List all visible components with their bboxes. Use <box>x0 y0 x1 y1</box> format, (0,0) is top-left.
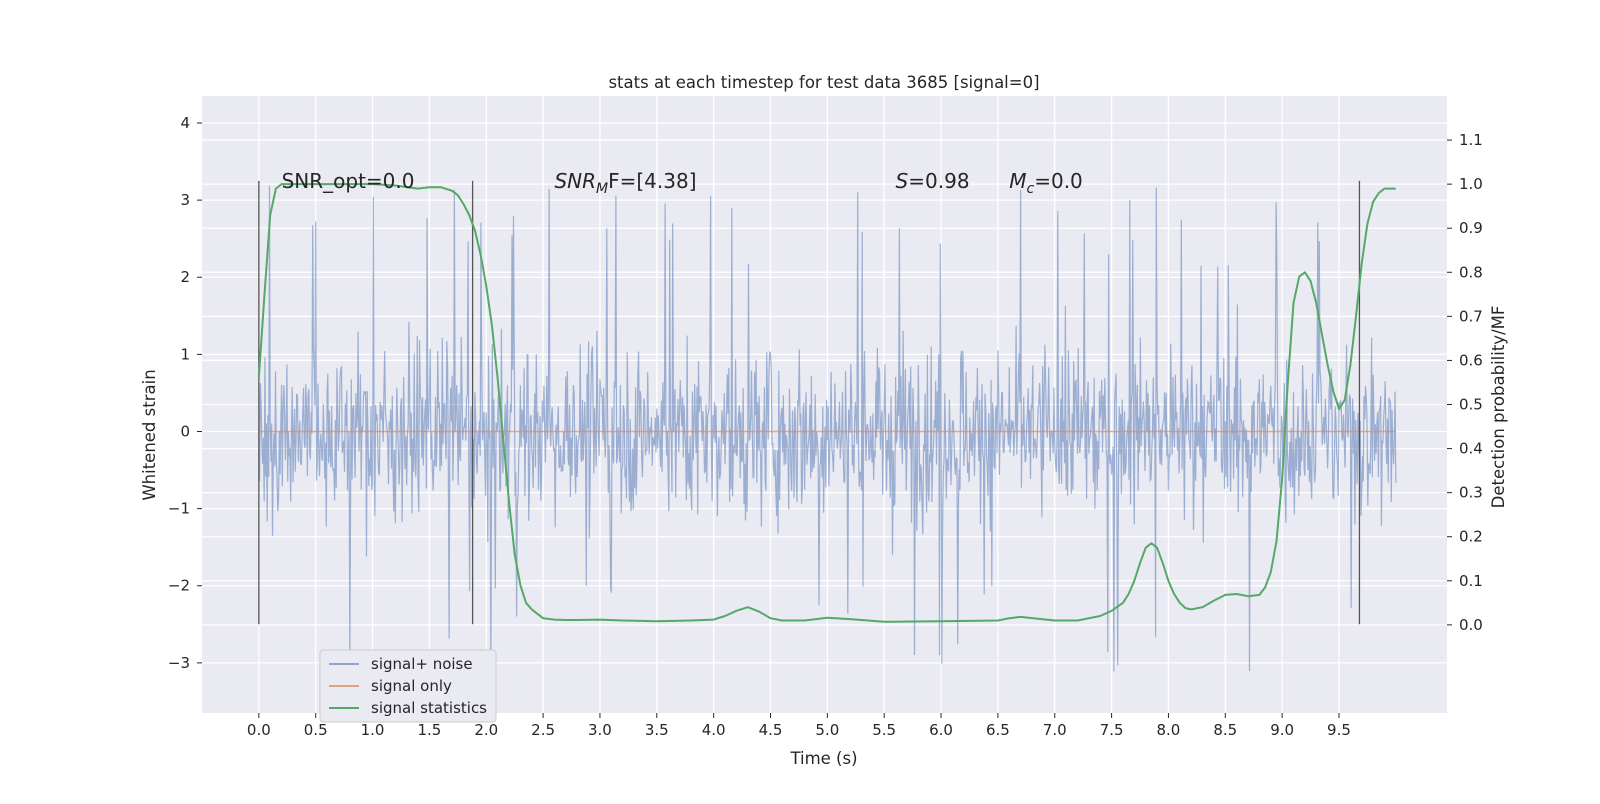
y2-tick-label: 0.1 <box>1459 572 1483 590</box>
x-tick-label: 3.0 <box>588 721 612 739</box>
x-tick-label: 2.5 <box>531 721 555 739</box>
statistics-line <box>257 183 1396 623</box>
x-tick-label: 4.5 <box>759 721 783 739</box>
x-tick-label: 5.0 <box>815 721 839 739</box>
chart-title: stats at each timestep for test data 368… <box>608 73 1039 92</box>
annotation-2: S=0.98 <box>896 169 970 193</box>
x-tick-label: 2.0 <box>474 721 498 739</box>
grid-y2 <box>202 139 1447 626</box>
noise-line <box>258 185 1397 673</box>
x-tick-label: 0.0 <box>247 721 271 739</box>
y-tick-label: −1 <box>168 500 190 518</box>
annotations: SNR_opt=0.0 SNRMF=[4.38] S=0.98 Mc=0.0 <box>282 169 1083 197</box>
x-tick-label: 9.5 <box>1327 721 1351 739</box>
y-tick-label: 0 <box>180 422 190 440</box>
y2-tick-label: 0.9 <box>1459 219 1483 237</box>
x-tick-label: 9.0 <box>1270 721 1294 739</box>
x-axis-ticks: 0.0 0.5 1.0 1.5 2.0 2.5 3.0 3.5 4.0 4.5 5.0 5.5 6.0 6… <box>247 713 1351 739</box>
y2-tick-label: 1.0 <box>1459 175 1483 193</box>
x-tick-label: 8.0 <box>1157 721 1181 739</box>
y2-tick-label: 0.8 <box>1459 263 1483 281</box>
x-tick-label: 3.5 <box>645 721 669 739</box>
x-tick-label: 5.5 <box>872 721 896 739</box>
series-signal-statistics <box>257 183 1396 623</box>
y2-tick-label: 1.1 <box>1459 131 1483 149</box>
x-tick-label: 7.0 <box>1043 721 1067 739</box>
y2-tick-label: 0.2 <box>1459 528 1483 546</box>
x-tick-label: 8.5 <box>1213 721 1237 739</box>
x-tick-label: 0.5 <box>304 721 328 739</box>
annotation-0: SNR_opt=0.0 <box>282 169 415 193</box>
y-tick-label: 3 <box>180 191 190 209</box>
y2-tick-label: 0.6 <box>1459 351 1483 369</box>
legend-label-signal-noise: signal+ noise <box>371 655 473 673</box>
x-axis-label: Time (s) <box>789 749 857 768</box>
y2-axis-ticks: 0.0 0.1 0.2 0.3 0.4 0.5 0.6 0.7 0.8 0.9 1.0 1.1 <box>1447 131 1483 634</box>
y2-tick-label: 0.4 <box>1459 440 1483 458</box>
x-tick-label: 6.0 <box>929 721 953 739</box>
y2-tick-label: 0.0 <box>1459 616 1483 634</box>
y-tick-label: −3 <box>168 654 190 672</box>
series-signal-noise <box>258 185 1397 673</box>
y-axis-ticks: −3 −2 −1 0 1 2 3 4 <box>168 114 202 672</box>
legend-box <box>319 649 497 723</box>
x-tick-label: 1.5 <box>417 721 441 739</box>
x-tick-label: 7.5 <box>1100 721 1124 739</box>
y2-tick-label: 0.7 <box>1459 307 1483 325</box>
x-tick-label: 4.0 <box>702 721 726 739</box>
y-tick-label: 4 <box>180 114 190 132</box>
y-tick-label: 1 <box>180 345 190 363</box>
y-axis-label: Whitened strain <box>140 369 159 500</box>
vertical-markers <box>258 180 1361 625</box>
y-tick-label: 2 <box>180 268 190 286</box>
y2-tick-label: 0.3 <box>1459 484 1483 502</box>
y2-tick-label: 0.5 <box>1459 396 1483 414</box>
annotation-3: Mc=0.0 <box>1009 169 1083 197</box>
legend-label-signal-statistics: signal statistics <box>371 699 487 717</box>
legend-label-signal-only: signal only <box>371 677 452 695</box>
x-tick-label: 6.5 <box>986 721 1010 739</box>
y-tick-label: −2 <box>168 577 190 595</box>
annotation-1: SNRMF=[4.38] <box>554 169 696 197</box>
y2-axis-label: Detection probability/MF <box>1489 306 1508 509</box>
legend: signal+ noise signal only signal statist… <box>319 649 497 723</box>
x-tick-label: 1.0 <box>361 721 385 739</box>
